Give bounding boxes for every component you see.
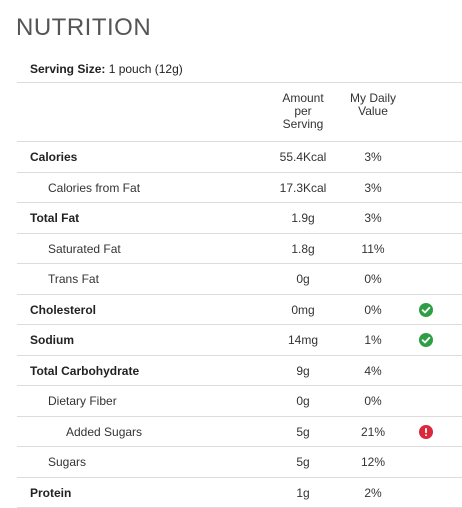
nutrient-amount: 5g <box>267 425 339 439</box>
table-row: Dietary Fiber 0g 0% <box>17 386 462 417</box>
nutrient-amount: 9g <box>267 364 339 378</box>
exclamation-circle-icon <box>419 425 433 439</box>
nutrition-table: Amount per Serving My Daily Value Calori… <box>17 82 462 508</box>
nutrient-label: Total Carbohydrate <box>30 364 139 378</box>
nutrient-daily-value: 3% <box>343 181 403 195</box>
table-row: Sodium 14mg 1% <box>17 325 462 356</box>
header-my-daily-value: My Daily Value <box>343 92 403 118</box>
header-amount-per-serving: Amount per Serving <box>274 92 332 131</box>
table-row: Total Carbohydrate 9g 4% <box>17 356 462 387</box>
serving-size-value: 1 pouch (12g) <box>109 62 183 76</box>
header-daily-line-2: Value <box>343 105 403 118</box>
serving-size: Serving Size: 1 pouch (12g) <box>30 62 183 76</box>
nutrient-daily-value: 3% <box>343 150 403 164</box>
nutrient-amount: 0g <box>267 272 339 286</box>
table-row: Trans Fat 0g 0% <box>17 264 462 295</box>
serving-size-label: Serving Size: <box>30 62 105 76</box>
nutrient-daily-value: 12% <box>343 455 403 469</box>
nutrient-label: Saturated Fat <box>48 242 121 256</box>
nutrition-rows: Calories 55.4Kcal 3% Calories from Fat 17.3K… <box>17 142 462 508</box>
nutrient-label: Total Fat <box>30 211 79 225</box>
nutrient-amount: 14mg <box>267 333 339 347</box>
nutrient-label: Sugars <box>48 455 86 469</box>
table-row: Total Fat 1.9g 3% <box>17 203 462 234</box>
nutrient-label: Sodium <box>30 333 74 347</box>
nutrient-daily-value: 1% <box>343 333 403 347</box>
nutrient-label: Trans Fat <box>48 272 99 286</box>
nutrient-label: Dietary Fiber <box>48 394 117 408</box>
nutrient-daily-value: 11% <box>343 242 403 256</box>
page-title: NUTRITION <box>16 14 151 42</box>
nutrient-label: Cholesterol <box>30 303 96 317</box>
nutrient-amount: 55.4Kcal <box>267 150 339 164</box>
table-row: Protein 1g 2% <box>17 478 462 508</box>
table-header: Amount per Serving My Daily Value <box>17 82 462 142</box>
nutrient-amount: 1.8g <box>267 242 339 256</box>
nutrient-label: Added Sugars <box>66 425 142 439</box>
nutrient-amount: 1.9g <box>267 211 339 225</box>
nutrient-label: Calories <box>30 150 77 164</box>
nutrient-amount: 1g <box>267 486 339 500</box>
nutrient-amount: 5g <box>267 455 339 469</box>
table-row: Saturated Fat 1.8g 11% <box>17 234 462 265</box>
nutrient-daily-value: 0% <box>343 394 403 408</box>
check-circle-icon <box>419 333 433 347</box>
nutrient-label: Calories from Fat <box>48 181 140 195</box>
check-circle-icon <box>419 303 433 317</box>
table-row: Cholesterol 0mg 0% <box>17 295 462 326</box>
table-row: Sugars 5g 12% <box>17 447 462 478</box>
nutrient-daily-value: 2% <box>343 486 403 500</box>
table-row: Calories 55.4Kcal 3% <box>17 142 462 173</box>
nutrient-daily-value: 21% <box>343 425 403 439</box>
nutrient-daily-value: 4% <box>343 364 403 378</box>
nutrient-daily-value: 3% <box>343 211 403 225</box>
table-row: Calories from Fat 17.3Kcal 3% <box>17 173 462 204</box>
nutrient-amount: 0mg <box>267 303 339 317</box>
nutrient-daily-value: 0% <box>343 272 403 286</box>
nutrient-daily-value: 0% <box>343 303 403 317</box>
header-amount-line-3: Serving <box>274 118 332 131</box>
table-row: Added Sugars 5g 21% <box>17 417 462 448</box>
nutrient-amount: 0g <box>267 394 339 408</box>
nutrient-amount: 17.3Kcal <box>267 181 339 195</box>
nutrient-label: Protein <box>30 486 71 500</box>
